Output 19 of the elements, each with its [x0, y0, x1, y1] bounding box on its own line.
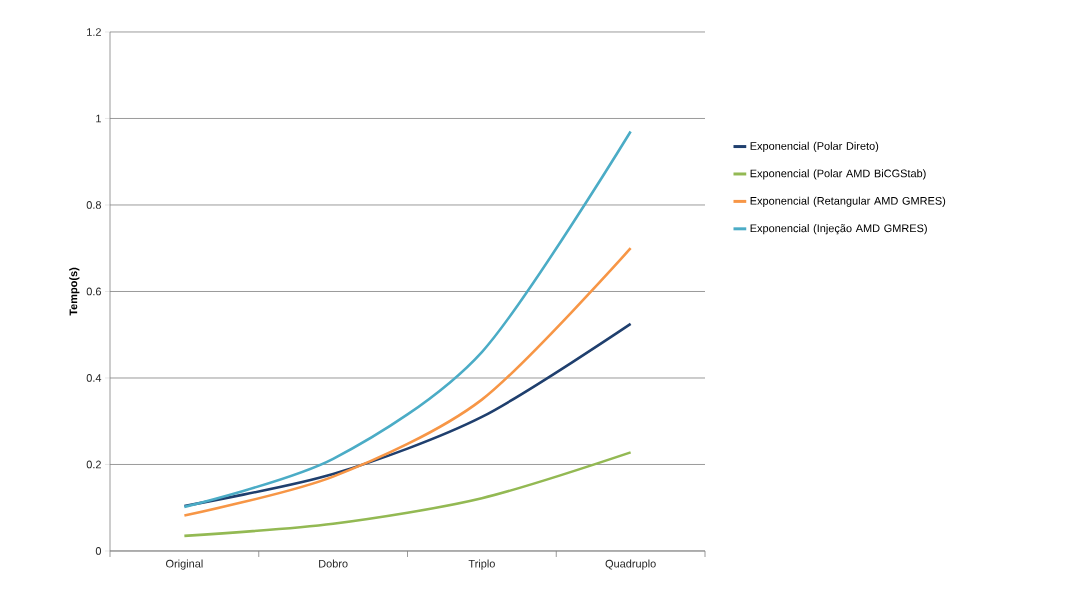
y-tick-label: 0.6 — [86, 287, 101, 296]
line-series — [183, 451, 632, 538]
y-tick-label: 1 — [96, 114, 101, 123]
y-axis-title: Tempo(s) — [69, 267, 80, 316]
x-tick-label: Triplo — [468, 559, 495, 570]
legend-label: Exponencial (Polar AMD BiCGStab) — [750, 169, 926, 180]
x-tick-label: Quadruplo — [605, 559, 656, 570]
line-series — [183, 246, 632, 517]
y-tick-label: 0.8 — [86, 201, 101, 209]
y-tick-label: 0 — [95, 547, 102, 555]
x-tick-label: Dobro — [319, 559, 348, 568]
legend-label: Exponencial (Retangular AMD GMRES) — [750, 196, 946, 207]
line-series — [183, 130, 632, 509]
legend-label: Exponencial (Polar Direto) — [750, 141, 879, 153]
legend-label: Exponencial (Injeção AMD GMRES) — [750, 224, 927, 235]
x-tick-label: Original — [166, 559, 203, 570]
y-tick-label: 1.2 — [87, 28, 101, 36]
y-tick-label: 0.2 — [86, 460, 101, 469]
y-tick-label: 0.4 — [86, 374, 102, 382]
